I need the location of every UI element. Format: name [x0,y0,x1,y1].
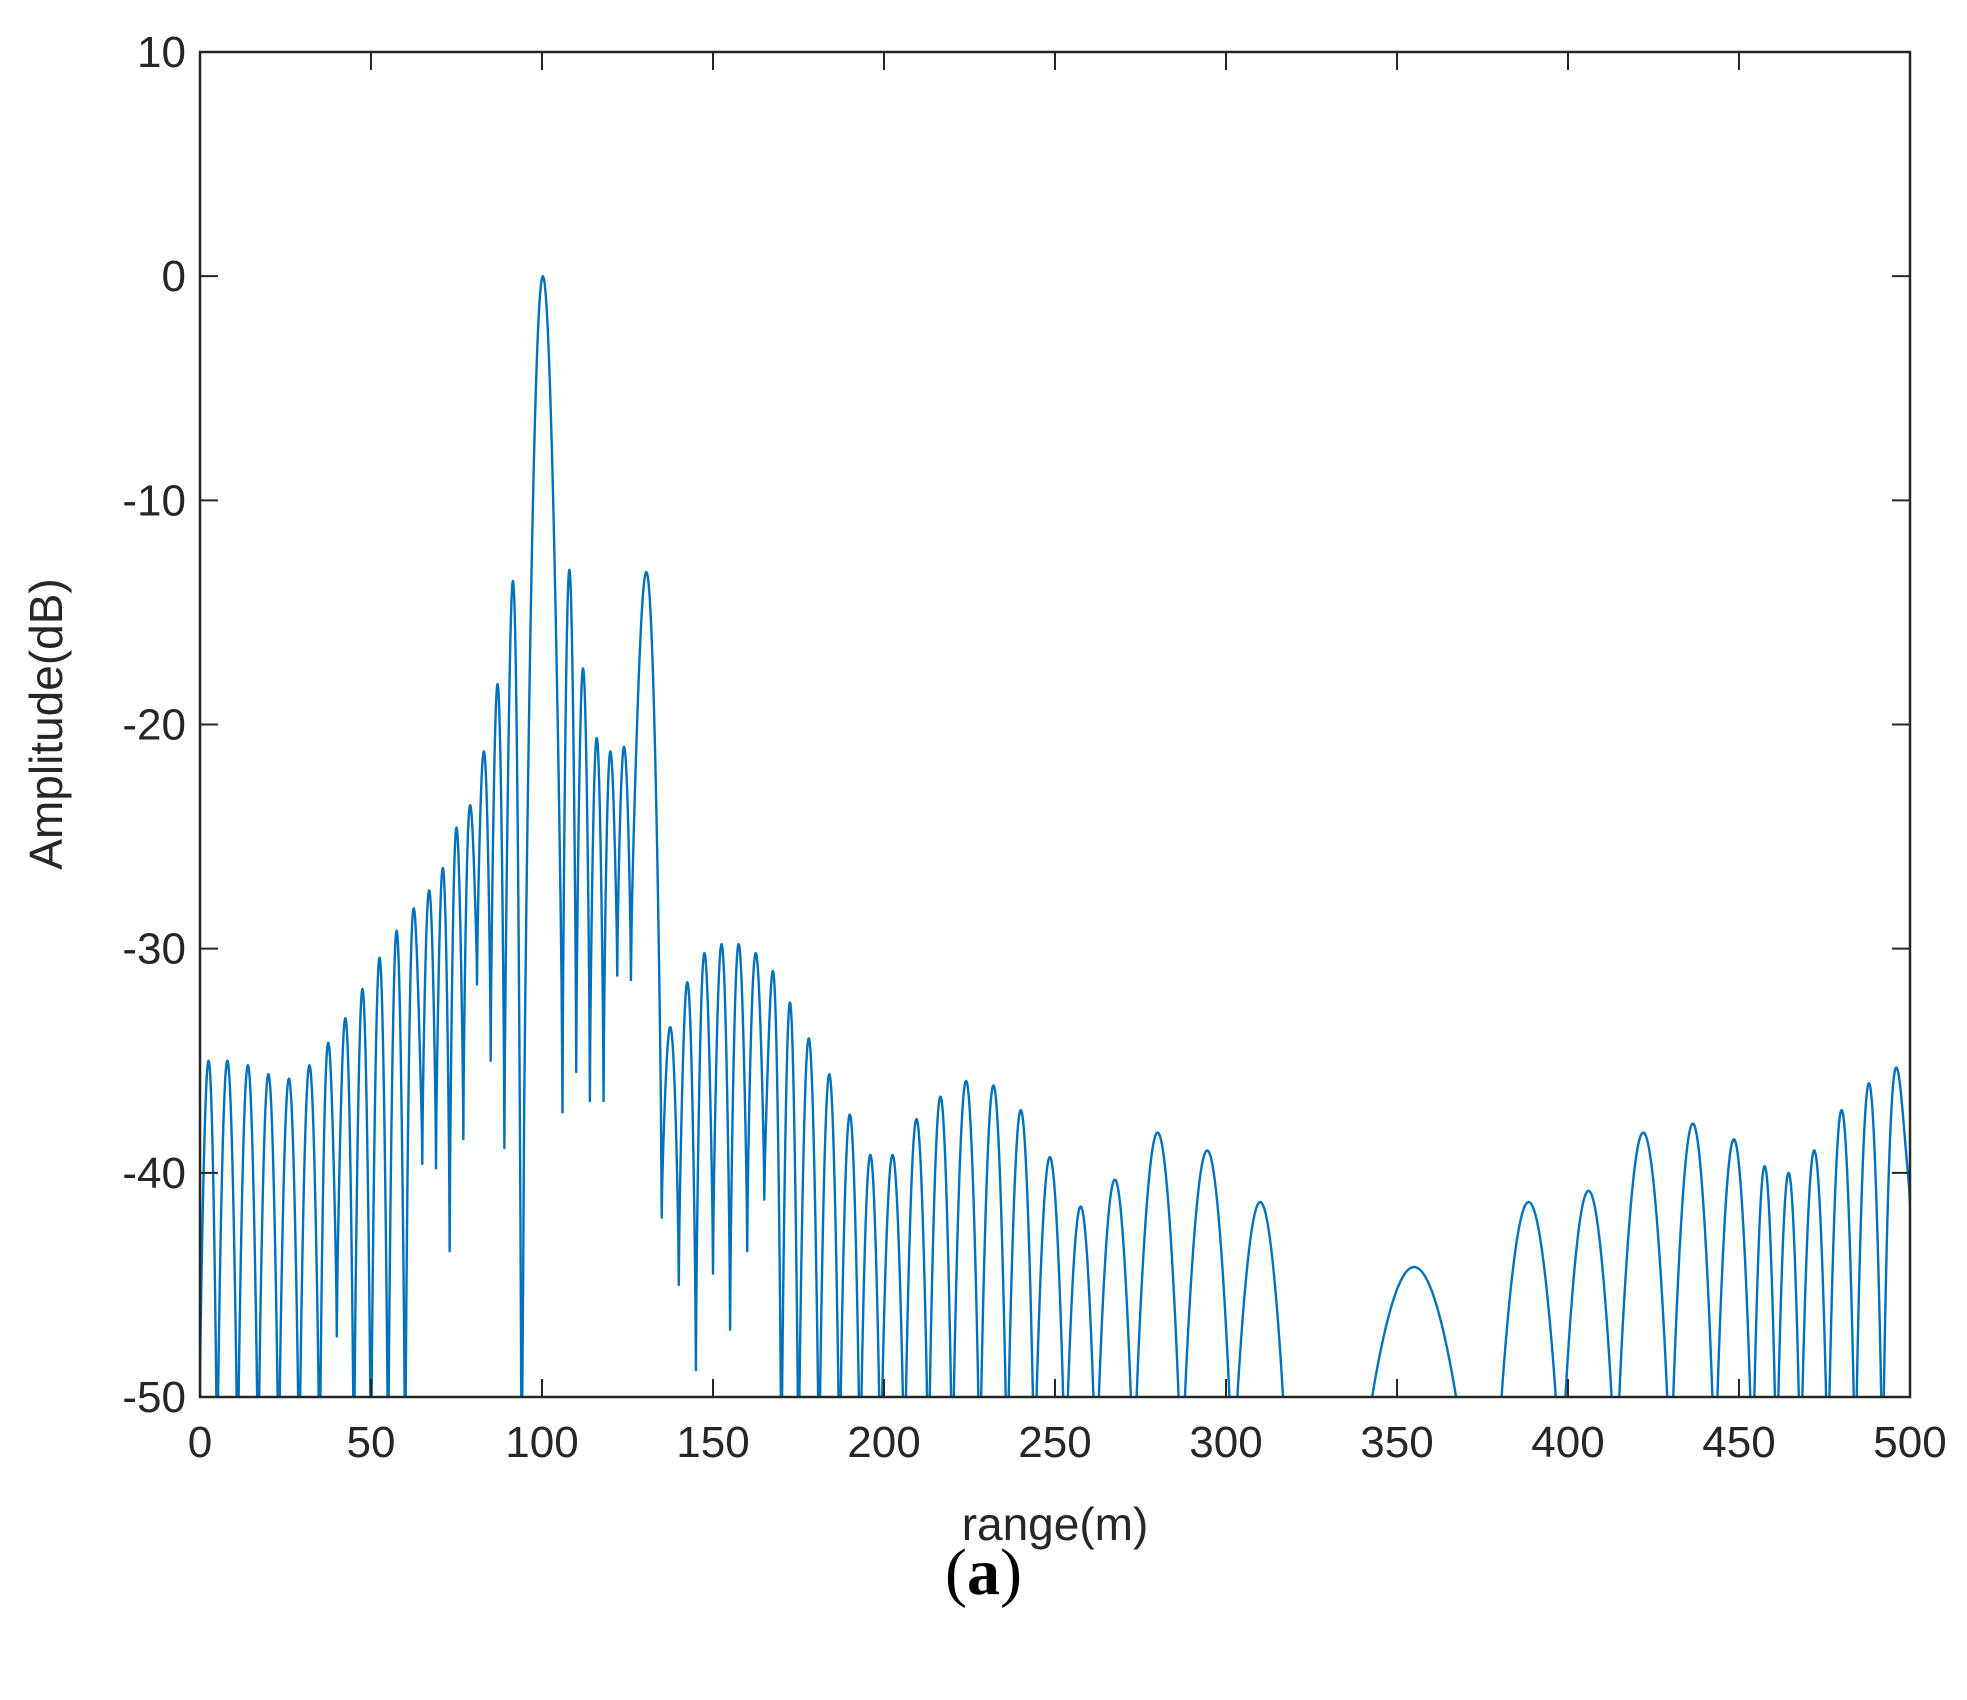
caption-open-paren: ( [945,1536,967,1609]
x-tick-label: 0 [188,1418,212,1467]
x-axis-title: range(m) [962,1498,1149,1550]
x-tick-label: 400 [1531,1418,1604,1467]
x-tick-label: 250 [1018,1418,1091,1467]
y-tick-label: -30 [122,925,186,974]
x-tick-label: 450 [1702,1418,1775,1467]
caption-letter: a [967,1536,1000,1609]
y-tick-label: 10 [137,28,186,77]
x-tick-label: 50 [347,1418,396,1467]
x-tick-label: 350 [1360,1418,1433,1467]
y-tick-label: -50 [122,1373,186,1422]
x-tick-label: 500 [1873,1418,1946,1467]
series-layer [200,274,1910,1397]
x-tick-label: 300 [1189,1418,1262,1467]
x-tick-label: 100 [505,1418,578,1467]
y-tick-label: 0 [162,252,186,301]
x-tick-label: 200 [847,1418,920,1467]
series-line [200,274,1910,1397]
y-tick-label: -10 [122,476,186,525]
y-tick-label: -40 [122,1149,186,1198]
caption-close-paren: ) [1000,1536,1022,1609]
y-tick-label: -20 [122,701,186,750]
figure-caption: (a) [0,1535,1967,1611]
tick-layer: 0 50 100 150 200 250 300 350 400 450 500100-10-20-… [122,28,1946,1467]
y-axis-title: Amplitude(dB) [20,578,72,869]
x-tick-label: 150 [676,1418,749,1467]
plot-background [200,52,1910,1397]
